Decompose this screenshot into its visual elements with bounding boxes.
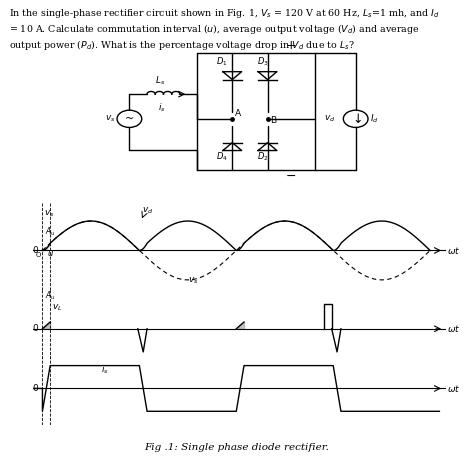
Text: O: O [36, 252, 41, 258]
Text: $D_2$: $D_2$ [257, 151, 269, 164]
Text: $\omega t$: $\omega t$ [447, 245, 460, 256]
Text: $\omega t$: $\omega t$ [447, 323, 460, 334]
Text: ~: ~ [125, 114, 134, 124]
Text: 0: 0 [32, 384, 38, 393]
Text: $D_3$: $D_3$ [257, 55, 269, 68]
Text: $u$: $u$ [47, 249, 54, 258]
Text: $v_s$: $v_s$ [44, 208, 55, 219]
Text: A: A [235, 109, 241, 118]
Text: $\omega t$: $\omega t$ [447, 383, 460, 394]
Text: $i_s$: $i_s$ [100, 363, 108, 376]
Text: $\downarrow$: $\downarrow$ [349, 112, 362, 126]
Text: $v_L$: $v_L$ [52, 303, 62, 313]
Text: $D_4$: $D_4$ [216, 151, 228, 164]
Text: $i_s$: $i_s$ [158, 101, 165, 114]
Text: +: + [286, 39, 296, 52]
Text: 0: 0 [32, 246, 38, 255]
Text: In the single-phase rectifier circuit shown in Fig. 1, $V_s$ = 120 V at 60 Hz, $: In the single-phase rectifier circuit sh… [9, 7, 440, 52]
Text: $A_u$: $A_u$ [45, 290, 56, 303]
Text: $v_s$: $v_s$ [188, 276, 198, 287]
Text: $L_s$: $L_s$ [155, 74, 165, 87]
Text: $I_d$: $I_d$ [370, 112, 379, 125]
Text: 0: 0 [32, 324, 38, 333]
Text: B: B [271, 116, 277, 125]
Text: $-$: $-$ [285, 169, 297, 181]
Text: $v_d$: $v_d$ [143, 205, 154, 216]
Text: $v_s$: $v_s$ [105, 114, 116, 124]
Text: $v_d$: $v_d$ [324, 114, 335, 124]
Text: Fig .1: Single phase diode rectifier.: Fig .1: Single phase diode rectifier. [145, 443, 329, 452]
Text: $D_1$: $D_1$ [216, 55, 228, 68]
Text: $A_u$: $A_u$ [45, 225, 56, 238]
